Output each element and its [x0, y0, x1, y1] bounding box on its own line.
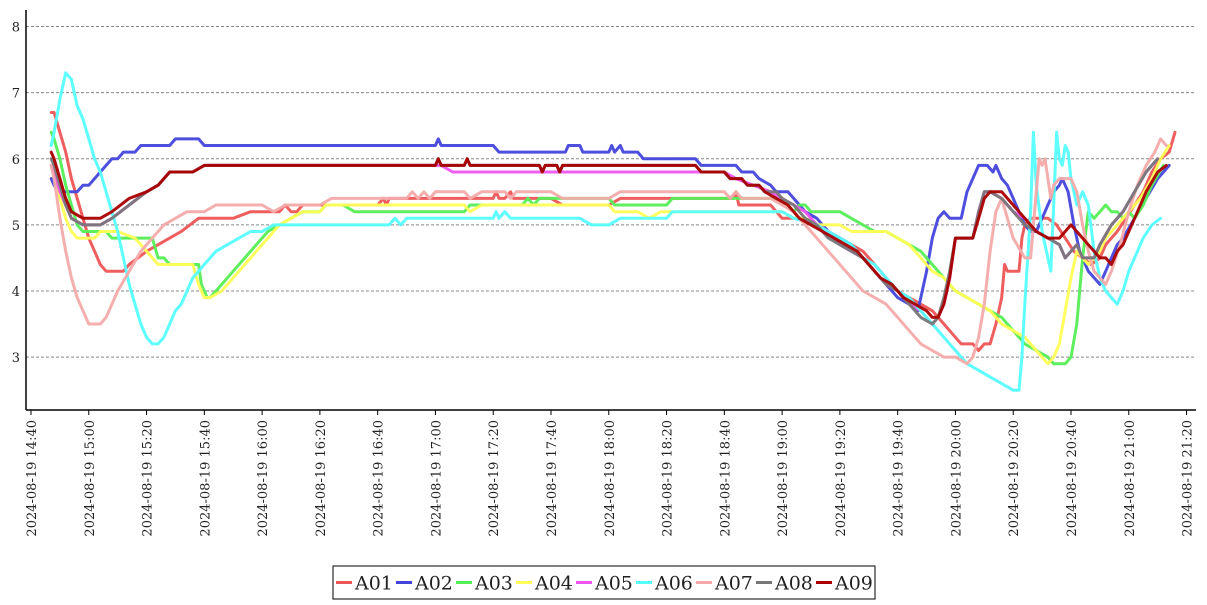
legend-label-a09: A09 — [834, 573, 873, 595]
x-tick-label: 2024-08-19 19:20 — [834, 420, 849, 537]
x-tick-label: 2024-08-19 19:00 — [776, 420, 791, 537]
y-tick-label: 6 — [12, 153, 20, 168]
x-tick-label: 2024-08-19 18:20 — [661, 420, 676, 537]
legend-label-a08: A08 — [774, 573, 813, 595]
y-tick-label: 5 — [12, 219, 20, 234]
y-tick-label: 8 — [12, 21, 20, 36]
grid-lines — [26, 26, 1196, 358]
y-tick-label: 3 — [12, 351, 20, 366]
series-lines — [49, 71, 1177, 392]
legend-label-a04: A04 — [534, 573, 573, 595]
x-tick-label: 2024-08-19 17:40 — [545, 420, 560, 537]
x-tick-label: 2024-08-19 15:40 — [198, 420, 213, 537]
legend-label-a05: A05 — [594, 573, 633, 595]
legend-label-a07: A07 — [714, 573, 753, 595]
legend-label-a01: A01 — [354, 573, 393, 595]
series-line-a09 — [49, 150, 1168, 319]
legend: A01 A02 A03 A04 A05 A06 A07 A08 A09 — [332, 565, 876, 600]
legend-label-a06: A06 — [654, 573, 693, 595]
axes: 3 4 5 6 7 8 2024-08-19 14:40 2024-08-19 15:00 20… — [12, 10, 1196, 537]
x-tick-label: 2024-08-19 15:20 — [141, 420, 156, 537]
x-tick-label: 2024-08-19 17:20 — [487, 420, 502, 537]
legend-label-a03: A03 — [474, 573, 513, 595]
x-tick-label: 2024-08-19 16:20 — [314, 420, 329, 537]
x-tick-label: 2024-08-19 20:40 — [1065, 420, 1080, 537]
x-tick-label: 2024-08-19 16:40 — [372, 420, 387, 537]
x-tick-label: 2024-08-19 16:00 — [256, 420, 271, 537]
x-tick-label: 2024-08-19 19:40 — [892, 420, 907, 537]
x-tick-label: 2024-08-19 20:20 — [1007, 420, 1022, 537]
x-tick-label: 2024-08-19 15:00 — [83, 420, 98, 537]
x-tick-label: 2024-08-19 18:00 — [603, 420, 618, 537]
y-tick-label: 7 — [12, 87, 20, 102]
legend-box — [332, 565, 876, 600]
x-tick-label: 2024-08-19 18:40 — [718, 420, 733, 537]
y-tick-label: 4 — [12, 285, 20, 300]
x-tick-label: 2024-08-19 17:00 — [429, 420, 444, 537]
x-tick-label: 2024-08-19 20:00 — [949, 420, 964, 537]
series-line-a06 — [49, 71, 1163, 392]
x-tick-label: 2024-08-19 21:20 — [1181, 420, 1196, 537]
x-tick-label: 2024-08-19 21:00 — [1123, 420, 1138, 537]
legend-label-a02: A02 — [414, 573, 453, 595]
x-tick-label: 2024-08-19 14:40 — [25, 420, 40, 537]
